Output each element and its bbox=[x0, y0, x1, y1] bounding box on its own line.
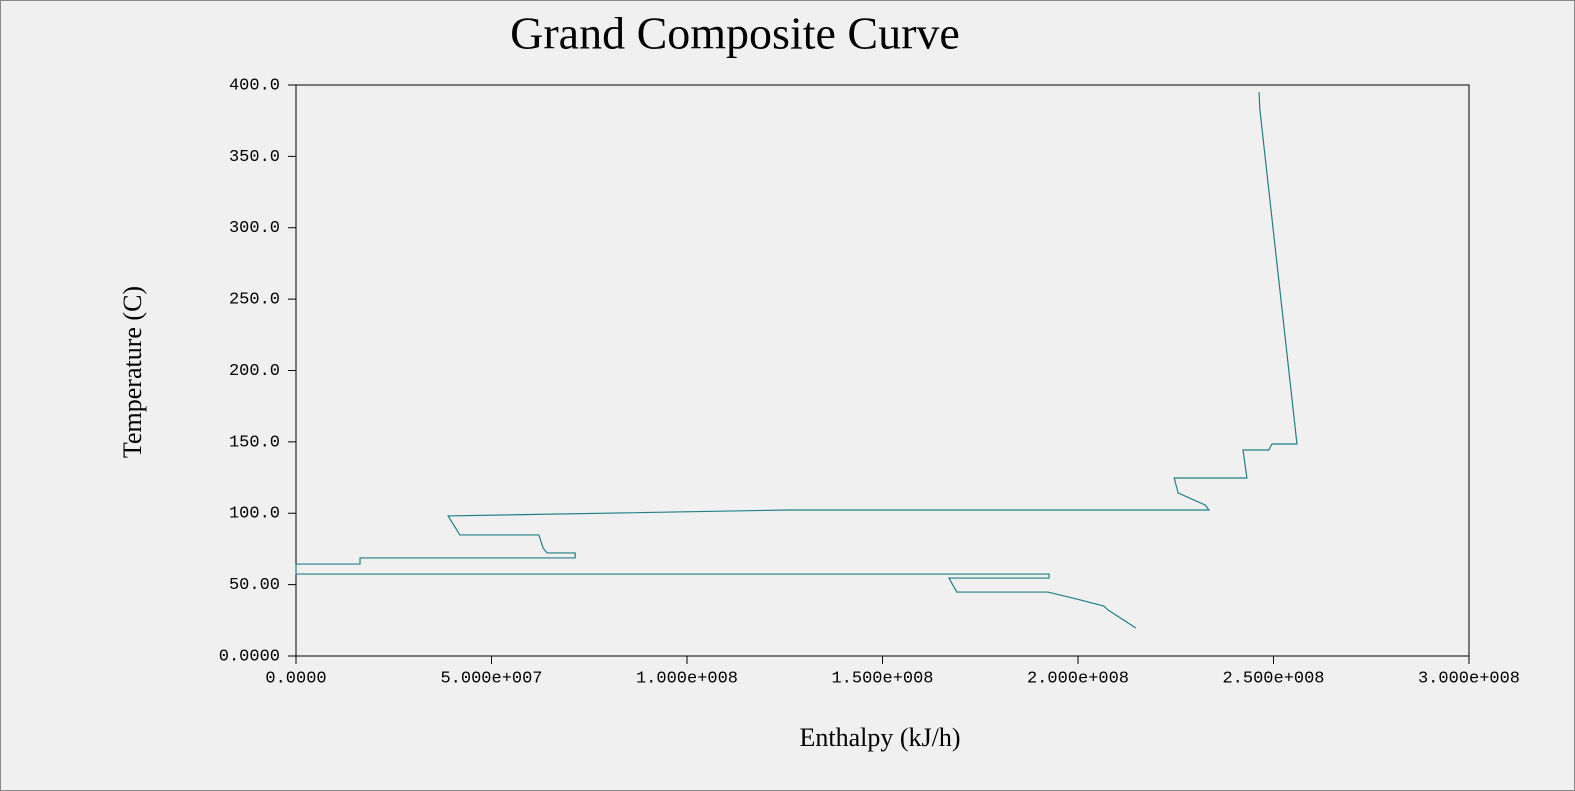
y-axis-label: Temperature (C) bbox=[118, 286, 147, 458]
y-tick-label: 150.0 bbox=[229, 433, 280, 452]
curve bbox=[295, 91, 1298, 629]
x-tick-label: 5.000e+007 bbox=[440, 669, 542, 688]
y-tick-label: 350.0 bbox=[229, 148, 280, 167]
x-tick-label: 2.500e+008 bbox=[1222, 669, 1324, 688]
x-tick-label: 0.0000 bbox=[265, 669, 326, 688]
x-axis-label: Enthalpy (kJ/h) bbox=[799, 723, 960, 752]
x-tick-label: 1.500e+008 bbox=[831, 669, 933, 688]
y-tick-label: 400.0 bbox=[229, 76, 280, 95]
chart-title: Grand Composite Curve bbox=[510, 8, 960, 59]
y-tick-label: 250.0 bbox=[229, 291, 280, 310]
y-tick-label: 100.0 bbox=[229, 505, 280, 524]
x-tick-label: 3.000e+008 bbox=[1418, 669, 1520, 688]
y-tick-label: 200.0 bbox=[229, 362, 280, 381]
x-tick-label: 1.000e+008 bbox=[636, 669, 738, 688]
y-tick-label: 50.00 bbox=[229, 576, 280, 595]
y-tick-label: 300.0 bbox=[229, 219, 280, 238]
x-tick-label: 2.000e+008 bbox=[1027, 669, 1129, 688]
y-tick-label: 0.0000 bbox=[219, 647, 280, 666]
